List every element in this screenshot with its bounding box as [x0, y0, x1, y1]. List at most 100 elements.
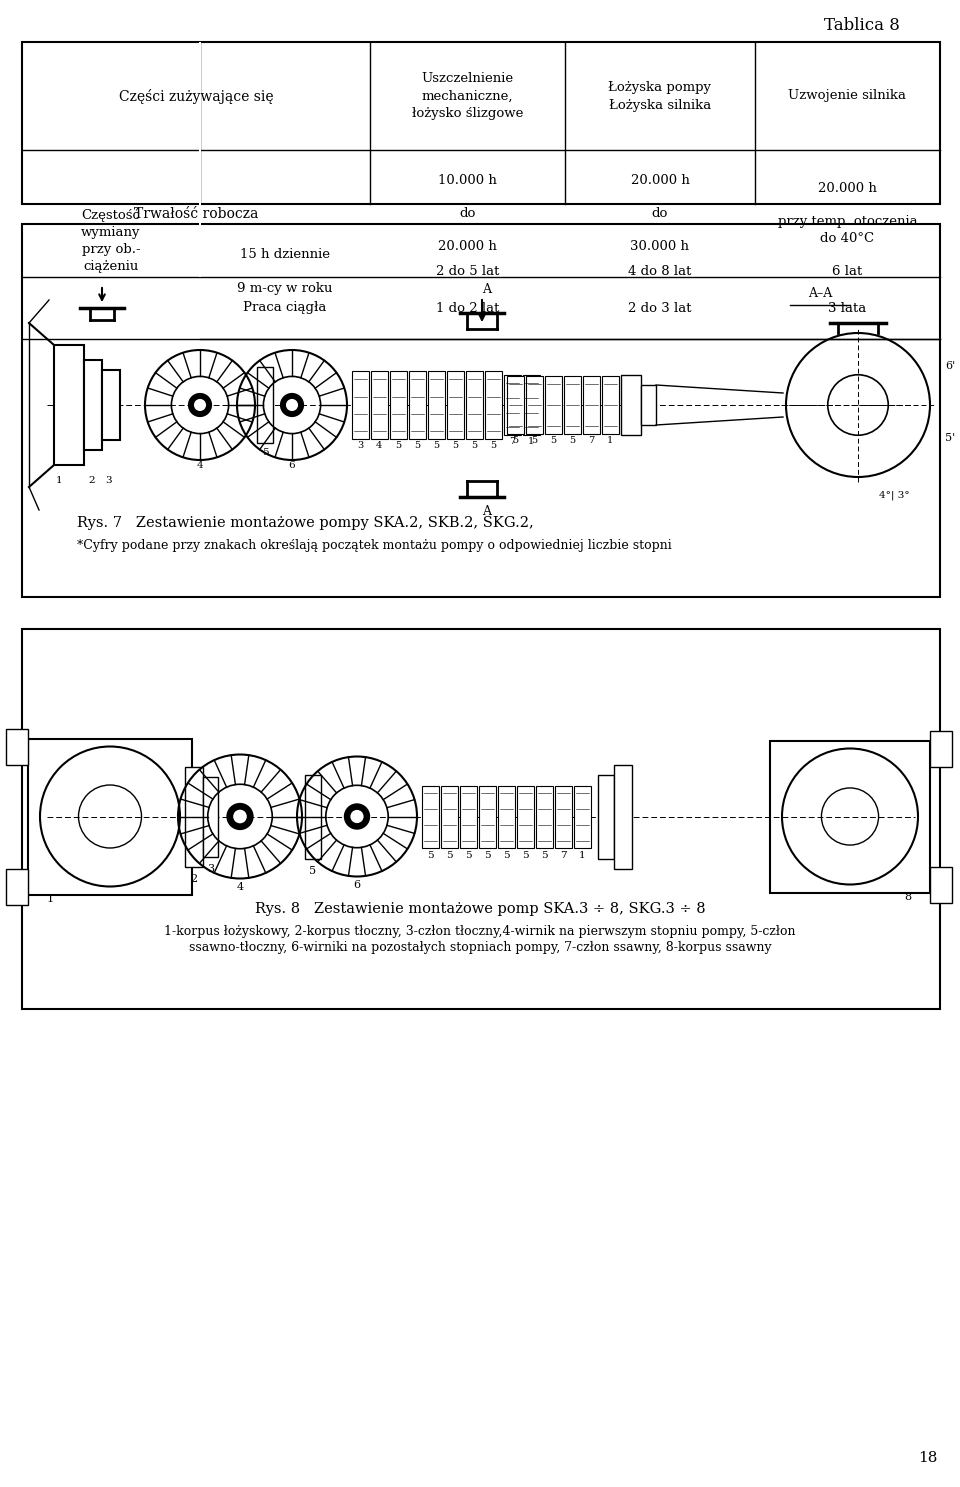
Text: Rys. 7   Zestawienie montażowe pompy SKA.2, SKB.2, SKG.2,: Rys. 7 Zestawienie montażowe pompy SKA.2…	[77, 516, 534, 529]
Text: A: A	[483, 283, 492, 296]
Bar	[930, 867, 952, 903]
Bar	[102, 370, 120, 440]
Text: 6': 6'	[945, 361, 955, 370]
Text: 5: 5	[512, 436, 518, 445]
Text: 5: 5	[414, 442, 420, 451]
Bar	[22, 225, 940, 596]
Text: 5: 5	[426, 851, 433, 859]
Bar	[54, 345, 84, 465]
Text: Tablica 8: Tablica 8	[824, 16, 900, 34]
Bar	[574, 785, 591, 848]
Text: 5: 5	[262, 448, 268, 457]
Bar	[602, 376, 619, 434]
Circle shape	[344, 803, 371, 830]
Text: 5: 5	[452, 442, 458, 451]
Bar	[257, 367, 273, 443]
Text: 2 do 5 lat: 2 do 5 lat	[436, 265, 499, 278]
Text: 5: 5	[540, 851, 547, 859]
Text: 1: 1	[528, 437, 534, 446]
Text: 1: 1	[56, 476, 62, 485]
Text: Rys. 8   Zestawienie montażowe pomp SKA.3 ÷ 8, SKG.3 ÷ 8: Rys. 8 Zestawienie montażowe pomp SKA.3 …	[254, 903, 706, 916]
Text: ssawno-tłoczny, 6-wirniki na pozostałych stopniach pompy, 7-człon ssawny, 8-korp: ssawno-tłoczny, 6-wirniki na pozostałych…	[189, 940, 771, 953]
Bar	[390, 370, 407, 439]
Text: 15 h dziennie

9 m-cy w roku: 15 h dziennie 9 m-cy w roku	[237, 248, 333, 294]
Text: 6 lat: 6 lat	[832, 265, 863, 278]
Text: 1 do 2 lat: 1 do 2 lat	[436, 302, 499, 314]
Text: 1: 1	[46, 894, 54, 904]
Bar	[930, 730, 952, 766]
Text: 3: 3	[207, 864, 215, 873]
Text: 10.000 h

do

20.000 h: 10.000 h do 20.000 h	[438, 174, 497, 253]
Text: 5: 5	[465, 851, 471, 859]
Bar	[523, 375, 540, 436]
Bar	[507, 376, 524, 434]
Bar	[460, 785, 477, 848]
Bar	[555, 785, 572, 848]
Text: 2: 2	[190, 873, 198, 883]
Text: 2: 2	[88, 476, 95, 485]
Bar	[185, 766, 203, 867]
Text: 4: 4	[376, 442, 382, 451]
Text: A: A	[483, 506, 492, 517]
Bar	[305, 775, 321, 858]
Text: 1: 1	[579, 851, 586, 859]
Circle shape	[227, 803, 253, 830]
Bar	[428, 370, 445, 439]
Text: Praca ciągła: Praca ciągła	[243, 302, 326, 314]
Bar	[545, 376, 562, 434]
Text: 20.000 h

przy temp. otoczenia
do 40°C: 20.000 h przy temp. otoczenia do 40°C	[778, 183, 918, 245]
Bar	[583, 376, 600, 434]
Circle shape	[188, 393, 212, 416]
Bar	[504, 375, 521, 436]
Text: 5: 5	[445, 851, 452, 859]
Bar	[203, 776, 218, 857]
Bar	[199, 150, 201, 277]
Bar	[84, 360, 102, 451]
Text: 5: 5	[531, 436, 537, 445]
Circle shape	[350, 810, 364, 824]
Bar	[598, 775, 614, 858]
Bar	[479, 785, 496, 848]
Text: 1-korpus łożyskowy, 2-korpus tłoczny, 3-człon tłoczny,4-wirnik na pierwszym stop: 1-korpus łożyskowy, 2-korpus tłoczny, 3-…	[164, 925, 796, 938]
Text: Uzwojenie silnika: Uzwojenie silnika	[788, 89, 906, 103]
Text: A–A: A–A	[808, 287, 832, 300]
Text: 1: 1	[607, 436, 613, 445]
Text: Uszczelnienie
mechaniczne,
łożysko ślizgowe: Uszczelnienie mechaniczne, łożysko ślizg…	[412, 71, 523, 120]
Text: 4: 4	[236, 882, 244, 892]
Text: 5: 5	[484, 851, 491, 859]
Bar	[536, 785, 553, 848]
Bar	[564, 376, 581, 434]
Text: 5: 5	[569, 436, 575, 445]
Circle shape	[286, 399, 298, 410]
Bar	[770, 741, 930, 892]
Bar	[517, 785, 534, 848]
Bar	[371, 370, 388, 439]
Text: 5: 5	[550, 436, 556, 445]
Bar	[199, 204, 201, 277]
Bar	[6, 729, 28, 764]
Text: 5: 5	[395, 442, 401, 451]
Text: 5: 5	[521, 851, 528, 859]
Text: 20.000 h

do

30.000 h: 20.000 h do 30.000 h	[631, 174, 689, 253]
Bar	[447, 370, 464, 439]
Text: 5: 5	[309, 865, 317, 876]
Bar	[621, 375, 641, 436]
Text: 3: 3	[357, 442, 363, 451]
Bar	[22, 42, 940, 204]
Bar	[485, 370, 502, 439]
Text: Trwałość robocza: Trwałość robocza	[133, 207, 258, 220]
Bar	[466, 370, 483, 439]
Circle shape	[194, 399, 206, 410]
Text: 6: 6	[289, 461, 296, 470]
Circle shape	[280, 393, 304, 416]
Bar	[641, 385, 656, 425]
Text: 7: 7	[588, 436, 594, 445]
Bar	[352, 370, 369, 439]
Text: Częstość
wymiany
przy ob.-
ciążeniu: Częstość wymiany przy ob.- ciążeniu	[82, 208, 141, 274]
Bar	[498, 785, 515, 848]
Bar	[614, 764, 632, 868]
Bar	[28, 739, 192, 895]
Text: 2 do 3 lat: 2 do 3 lat	[628, 302, 692, 314]
Bar	[409, 370, 426, 439]
Text: 8: 8	[904, 892, 912, 901]
